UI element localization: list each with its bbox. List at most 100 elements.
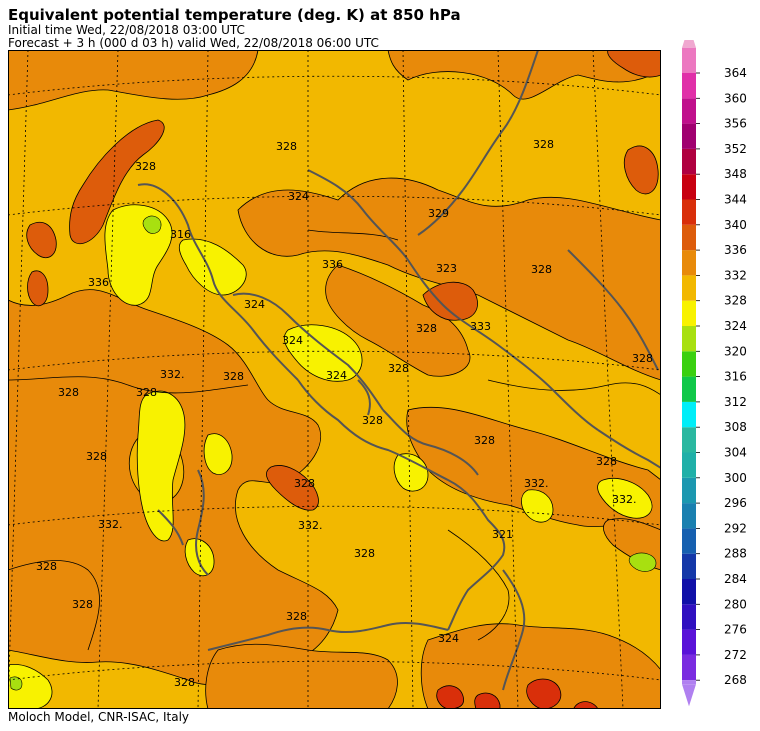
- legend-top-arrow: [682, 40, 696, 48]
- legend-label: 280: [724, 597, 747, 611]
- contour-label: 324: [244, 298, 265, 311]
- contour-label: 328: [72, 598, 93, 611]
- contour-label: 332.: [298, 519, 323, 532]
- legend-label: 348: [724, 167, 747, 181]
- legend-band: [682, 604, 696, 630]
- contour-label: 336: [322, 258, 343, 271]
- contour-label: 316: [170, 228, 191, 241]
- contour-label: 328: [58, 386, 79, 399]
- legend-band: [682, 654, 696, 681]
- contour-label: 328: [174, 676, 195, 689]
- legend-label: 336: [724, 243, 747, 257]
- field-316-patches: [9, 215, 657, 691]
- legend-band: [682, 250, 696, 276]
- legend-band: [682, 553, 696, 579]
- legend-band: [682, 401, 696, 428]
- legend-label: 304: [724, 446, 747, 460]
- contour-label: 328: [416, 322, 437, 335]
- legend-label: 356: [724, 117, 747, 131]
- contour-label: 332.: [612, 493, 637, 506]
- legend-label: 360: [724, 91, 747, 105]
- contour-label: 328: [135, 160, 156, 173]
- legend-band: [682, 477, 696, 504]
- legend-band: [682, 199, 696, 225]
- legend-band: [682, 579, 696, 605]
- legend-band: [682, 224, 696, 251]
- contour-label: 329: [428, 207, 449, 220]
- contour-label: 328: [294, 477, 315, 490]
- contour-label: 332.: [160, 368, 185, 381]
- contour-label: 332.: [524, 477, 549, 490]
- contour-label: 324: [288, 190, 309, 203]
- legend-label: 316: [724, 370, 747, 384]
- contour-label: 328: [223, 370, 244, 383]
- contour-label: 328: [533, 138, 554, 151]
- contour-label: 321: [492, 528, 513, 541]
- legend-band: [682, 73, 696, 99]
- field-332-regions: [26, 50, 661, 511]
- contour-label: 323: [436, 262, 457, 275]
- lat-lon-grid: [8, 50, 661, 709]
- legend-label: 340: [724, 218, 747, 232]
- legend-label: 288: [724, 547, 747, 561]
- contour-label: 328: [632, 352, 653, 365]
- legend-label: 344: [724, 193, 747, 207]
- legend-band: [682, 174, 696, 200]
- contour-label: 333: [470, 320, 491, 333]
- contour-label: 324: [438, 632, 459, 645]
- legend-band: [682, 300, 696, 326]
- contour-label: 328: [354, 547, 375, 560]
- legend-band: [682, 376, 696, 402]
- contour-label: 328: [531, 263, 552, 276]
- contour-label: 328: [362, 414, 383, 427]
- legend-band: [682, 98, 696, 124]
- weather-map: 328 328 328 324 329 316 336 323 328 336 324 328 333 3…: [8, 50, 661, 709]
- chart-title: Equivalent potential temperature (deg. K…: [8, 6, 461, 24]
- legend-band: [682, 452, 696, 478]
- legend-label: 324: [724, 319, 747, 333]
- forecast-label: Forecast + 3 h (000 d 03 h) valid Wed, 2…: [8, 36, 379, 50]
- legend-band: [682, 326, 696, 352]
- legend-band: [682, 503, 696, 529]
- contour-labels: 328 328 328 324 329 316 336 323 328 336 324 328 333 3…: [36, 138, 653, 689]
- coastlines: [137, 50, 661, 691]
- legend-label: 272: [724, 648, 747, 662]
- legend-band: [682, 629, 696, 655]
- legend-label: 284: [724, 572, 747, 586]
- legend-label: 320: [724, 344, 747, 358]
- legend-label: 328: [724, 294, 747, 308]
- legend-band: [682, 47, 696, 73]
- legend-band: [682, 528, 696, 554]
- model-credit: Moloch Model, CNR-ISAC, Italy: [8, 710, 190, 724]
- field-336-cells: [436, 678, 599, 709]
- legend-label: 276: [724, 623, 747, 637]
- field-328-regions: [8, 50, 661, 709]
- contour-label: 328: [474, 434, 495, 447]
- color-legend: 268 272 276 280 284 288 292 296 300 304 308 312 316 3…: [682, 40, 747, 707]
- contour-label: 324: [326, 369, 347, 382]
- legend-label: 352: [724, 142, 747, 156]
- contour-label: 336: [88, 276, 109, 289]
- legend-band: [682, 148, 696, 175]
- legend-label: 364: [724, 66, 747, 80]
- contour-label: 332.: [98, 518, 123, 531]
- contour-label: 328: [86, 450, 107, 463]
- legend-label: 308: [724, 420, 747, 434]
- legend-bottom-arrow: [682, 684, 696, 707]
- legend-band: [682, 275, 696, 301]
- legend-label: 312: [724, 395, 747, 409]
- contour-label: 328: [36, 560, 57, 573]
- contour-label: 328: [596, 455, 617, 468]
- legend-band: [682, 123, 696, 149]
- legend-label: 296: [724, 496, 747, 510]
- contour-lines: [8, 229, 661, 651]
- legend-band: [682, 351, 696, 377]
- map-frame: [8, 50, 661, 709]
- contour-label: 328: [136, 386, 157, 399]
- initial-time-label: Initial time Wed, 22/08/2018 03:00 UTC: [8, 23, 245, 37]
- contour-label: 324: [282, 334, 303, 347]
- legend-label: 292: [724, 521, 747, 535]
- legend-label: 332: [724, 268, 747, 282]
- contour-label: 328: [388, 362, 409, 375]
- contour-label: 328: [276, 140, 297, 153]
